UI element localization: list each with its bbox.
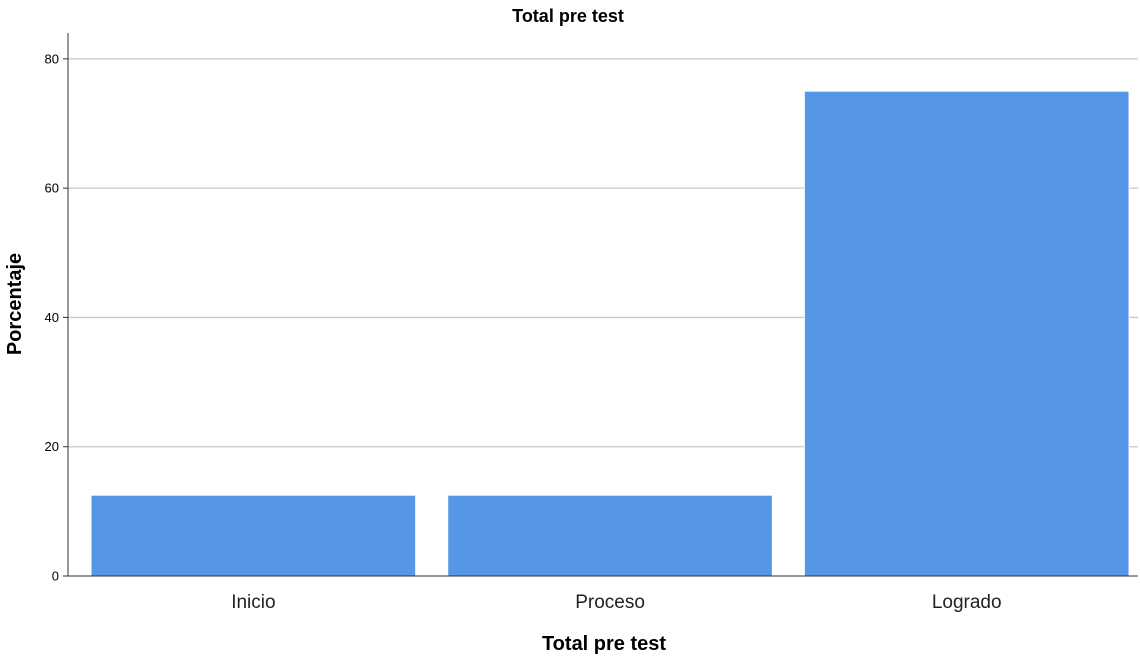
y-tick-label: 20 (45, 439, 59, 454)
y-tick-labels: 0 20 40 60 80 (45, 51, 59, 583)
bars (90, 90, 1130, 577)
y-tick-label: 0 (52, 569, 59, 584)
x-tick-label-inicio: Inicio (231, 592, 275, 613)
bar-inicio (90, 494, 417, 577)
axes (63, 33, 1138, 577)
chart-title: Total pre test (512, 6, 624, 26)
x-tick-labels: Inicio Proceso Logrado (231, 592, 1001, 613)
y-tick-label: 40 (45, 310, 59, 325)
y-axis-label: Porcentaje (4, 253, 26, 355)
x-tick-label-logrado: Logrado (932, 592, 1002, 613)
y-tick-label: 80 (45, 51, 59, 66)
bar-logrado (803, 90, 1130, 577)
bar-proceso (447, 494, 773, 577)
x-tick-label-proceso: Proceso (575, 592, 645, 613)
y-tick-label: 60 (45, 181, 59, 196)
x-axis-label: Total pre test (542, 633, 666, 655)
